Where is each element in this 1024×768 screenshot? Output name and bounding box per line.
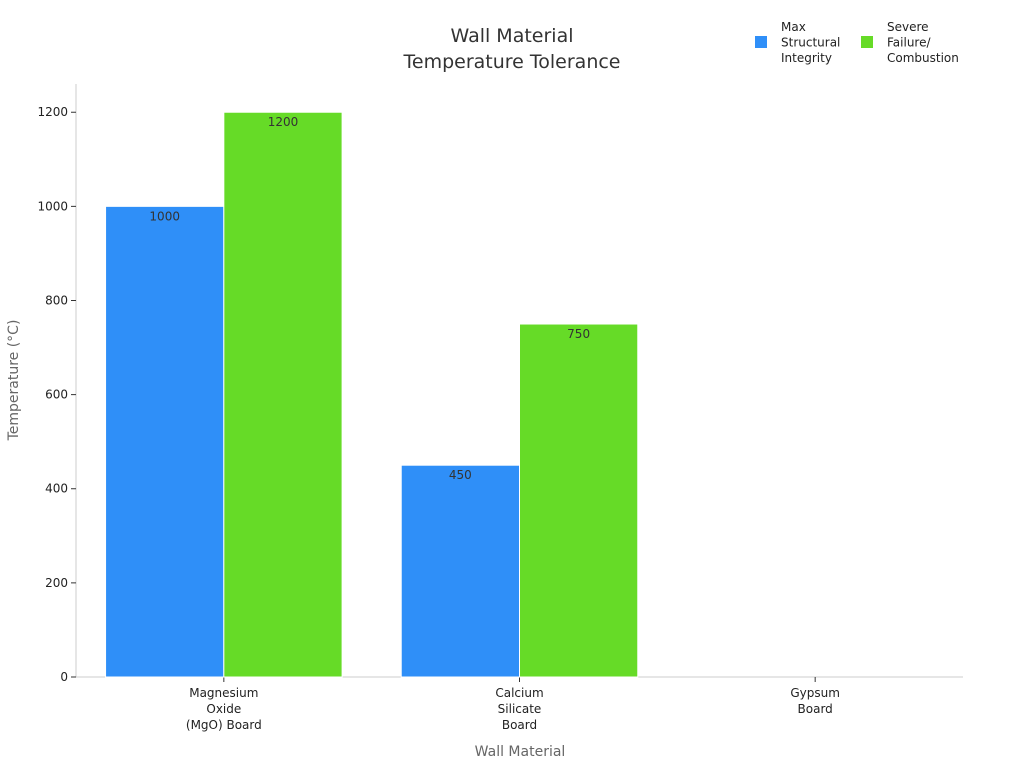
chart-title-text: Wall Material Temperature Tolerance <box>403 25 621 73</box>
bar <box>519 323 639 678</box>
y-axis-title: Temperature (°C) <box>6 320 22 442</box>
bar-value-label: 1200 <box>268 115 299 129</box>
y-tick-label: 200 <box>45 576 68 590</box>
bar <box>105 205 225 678</box>
x-tick-label: Calcium Silicate Board <box>495 686 543 732</box>
x-ticks: Magnesium Oxide (MgO) Board Calcium Silicate… <box>186 677 840 732</box>
legend-swatch <box>755 36 767 48</box>
data-labels: 1000 1200 450 750 <box>149 115 590 482</box>
y-tick-label: 800 <box>45 293 68 307</box>
bar-value-label: 450 <box>449 468 472 482</box>
bar-value-label: 1000 <box>149 209 180 223</box>
bar <box>400 464 521 678</box>
x-axis-title: Wall Material <box>475 744 566 760</box>
y-tick-label: 600 <box>45 388 68 402</box>
y-ticks: 0 200 400 600 800 1000 1200 <box>37 105 76 684</box>
y-tick-label: 1000 <box>37 199 68 213</box>
y-tick-label: 0 <box>60 670 68 684</box>
x-tick-label: Gypsum Board <box>790 686 840 716</box>
bar <box>223 111 343 678</box>
x-tick-label: Magnesium Oxide (MgO) Board <box>186 686 262 732</box>
legend-label: Severe Failure/Combustion <box>887 20 959 65</box>
legend-swatch <box>861 36 873 48</box>
y-tick-label: 400 <box>45 482 68 496</box>
bars <box>105 111 639 678</box>
legend-label: Max Structural Integrity <box>781 20 840 65</box>
y-tick-label: 1200 <box>37 105 68 119</box>
bar-value-label: 750 <box>567 327 590 341</box>
legend: Max Structural Integrity Severe Failure/Comb… <box>755 20 959 65</box>
chart-title: Wall Material Temperature Tolerance <box>403 25 621 73</box>
